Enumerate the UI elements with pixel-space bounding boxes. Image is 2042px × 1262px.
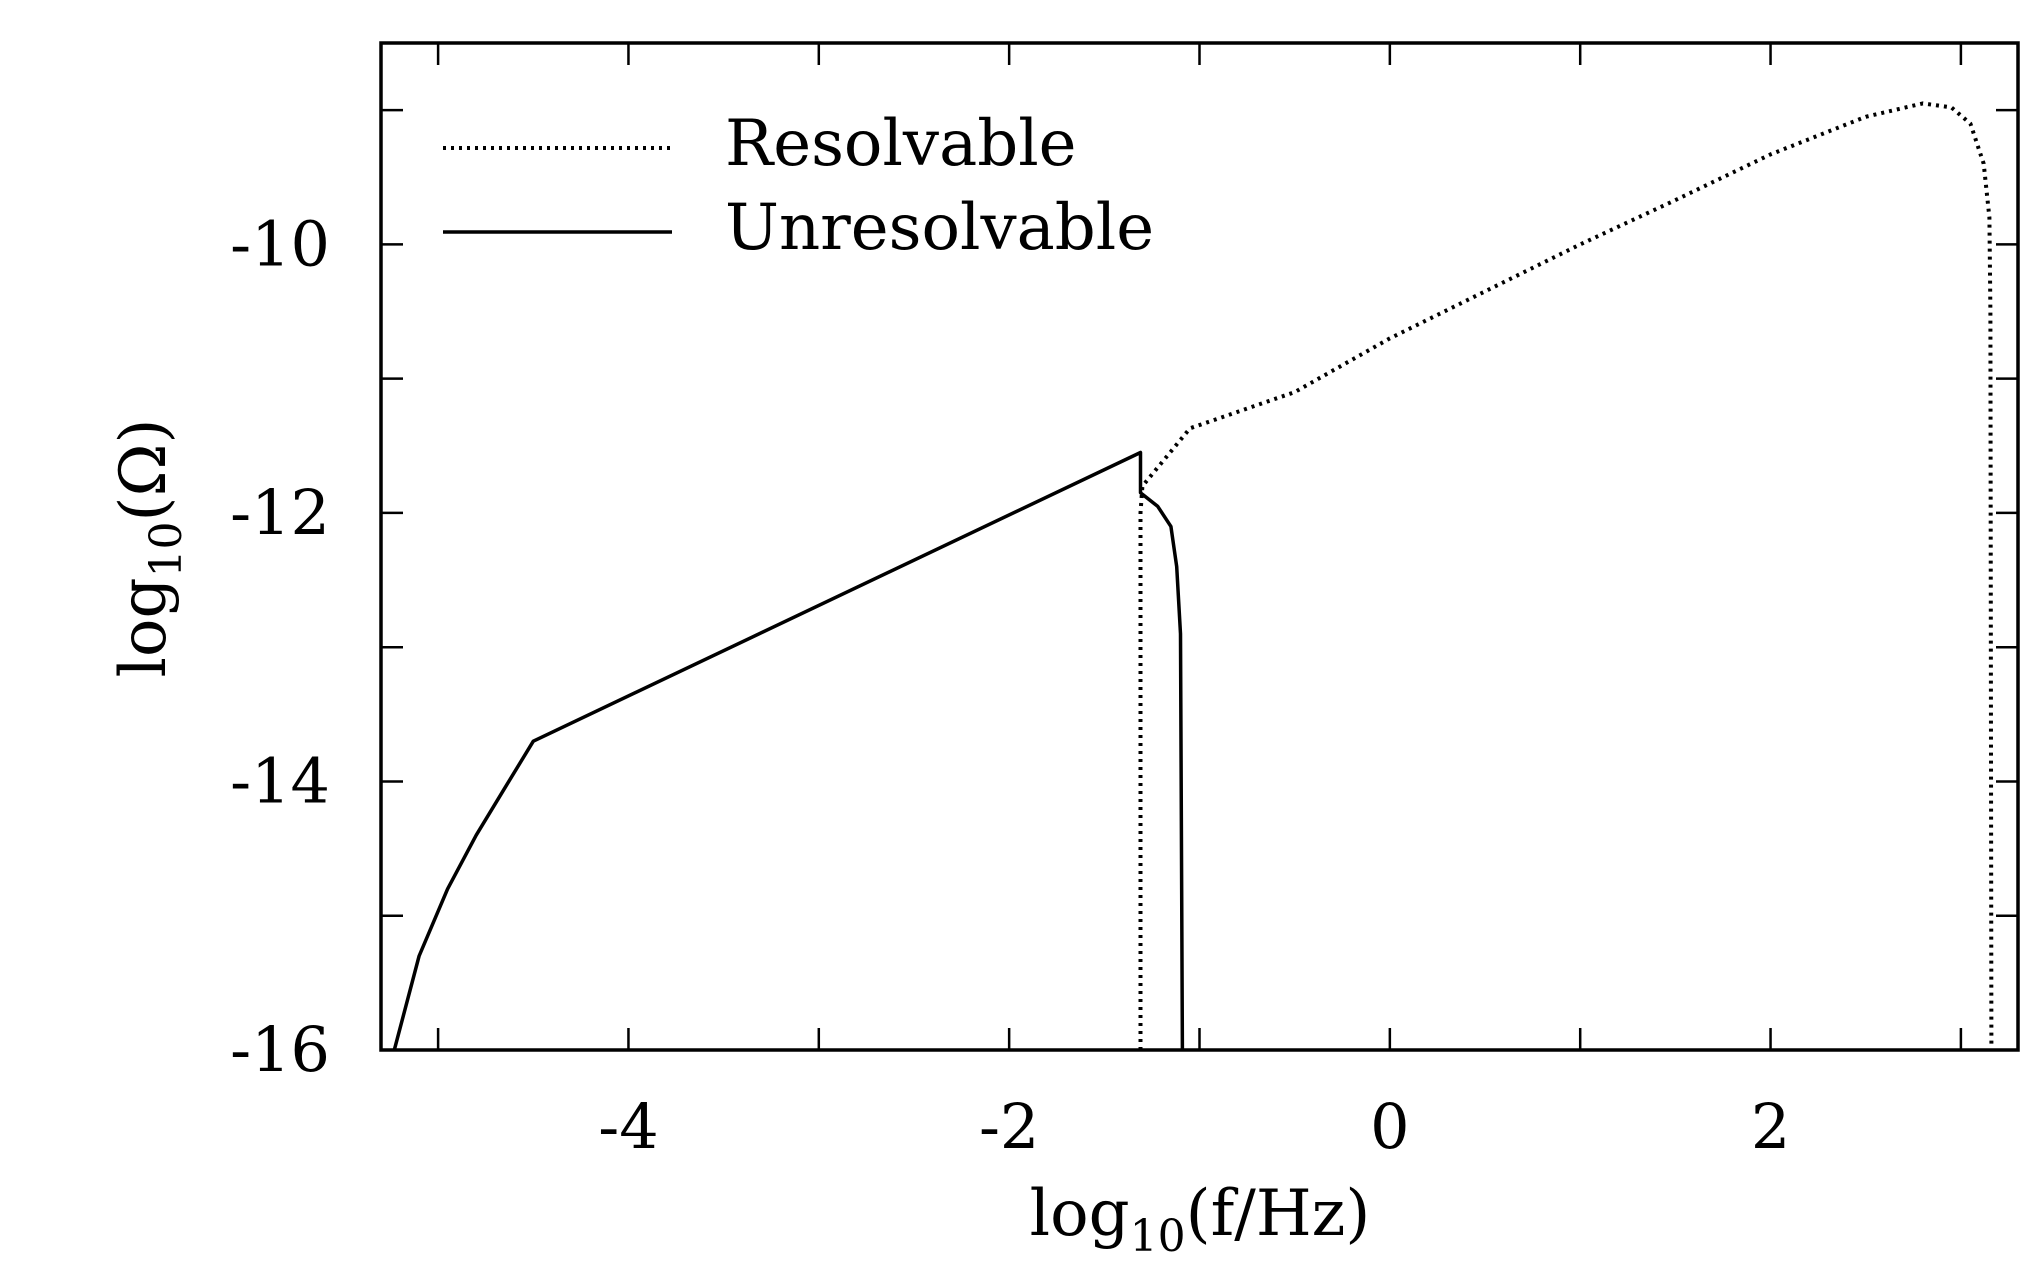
series-line-unresolvable xyxy=(392,450,1185,1051)
series-line-resolvable xyxy=(1138,101,1994,1051)
x-tick-label: 2 xyxy=(1751,1090,1790,1163)
x-tick-label: -4 xyxy=(598,1090,658,1163)
data-series xyxy=(392,101,1994,1051)
x-tick-label: -2 xyxy=(979,1090,1039,1163)
tick-labels: -4 -2 0 2 -16 -14 -12 -10 xyxy=(230,207,1790,1163)
tick-marks xyxy=(381,43,2018,1052)
x-tick-label: 0 xyxy=(1370,1090,1409,1163)
legend: Resolvable Unresolvable xyxy=(443,107,1154,265)
x-axis-label: log10(f/Hz) xyxy=(1030,1177,1371,1262)
y-tick-label: -10 xyxy=(230,207,330,280)
y-axis-label: log10(Ω) xyxy=(107,419,192,678)
plot-frame xyxy=(379,41,2020,1052)
y-tick-label: -14 xyxy=(230,744,330,817)
y-tick-label: -16 xyxy=(230,1013,330,1086)
legend-label-unresolvable: Unresolvable xyxy=(725,191,1154,265)
y-tick-label: -12 xyxy=(230,476,330,549)
legend-label-resolvable: Resolvable xyxy=(725,107,1077,181)
